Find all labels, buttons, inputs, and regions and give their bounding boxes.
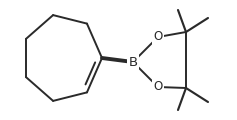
Text: B: B — [128, 55, 137, 69]
Text: O: O — [153, 81, 163, 93]
Text: O: O — [153, 30, 163, 44]
